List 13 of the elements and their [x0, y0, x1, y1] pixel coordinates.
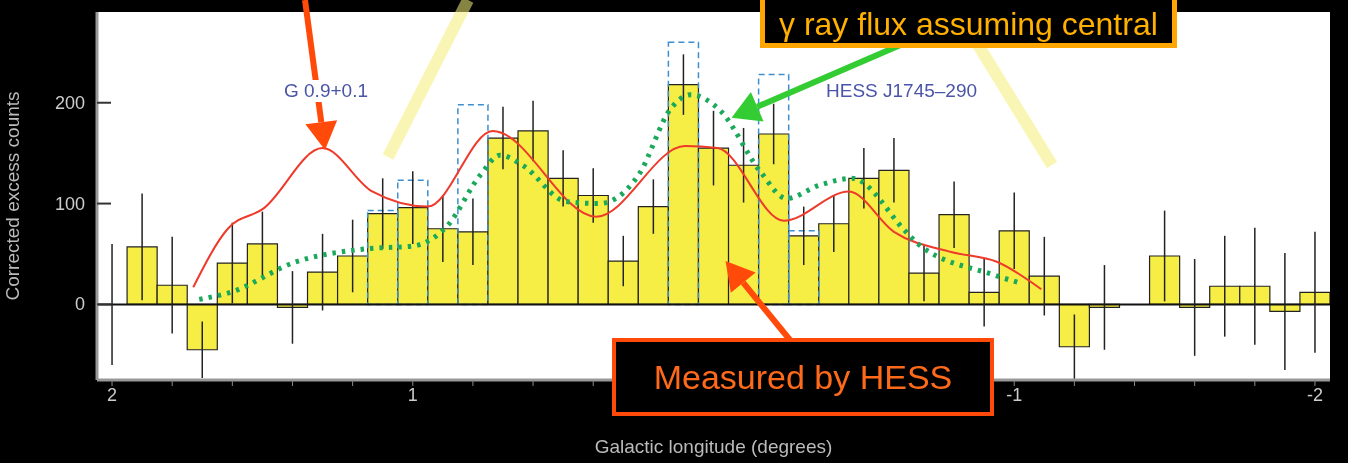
y-tick-label: 200 [54, 92, 85, 113]
annotation: Measured by HESS [612, 338, 994, 416]
x-tick-label: -1 [1006, 384, 1023, 405]
annotation: γ ray flux assuming central [760, 0, 1177, 48]
y-axis-title: Corrected excess counts [1, 91, 23, 301]
annotation: G 0.9+0.1 [282, 80, 370, 102]
y-tick-label: 100 [54, 193, 85, 214]
x-tick-label: 1 [407, 384, 418, 405]
x-axis-title: Galactic longitude (degrees) [594, 436, 833, 457]
x-tick-label: -2 [1306, 384, 1323, 405]
annotation: HESS J1745–290 [825, 80, 979, 102]
y-tick-label: 0 [74, 294, 85, 315]
x-tick-label: 2 [107, 384, 118, 405]
